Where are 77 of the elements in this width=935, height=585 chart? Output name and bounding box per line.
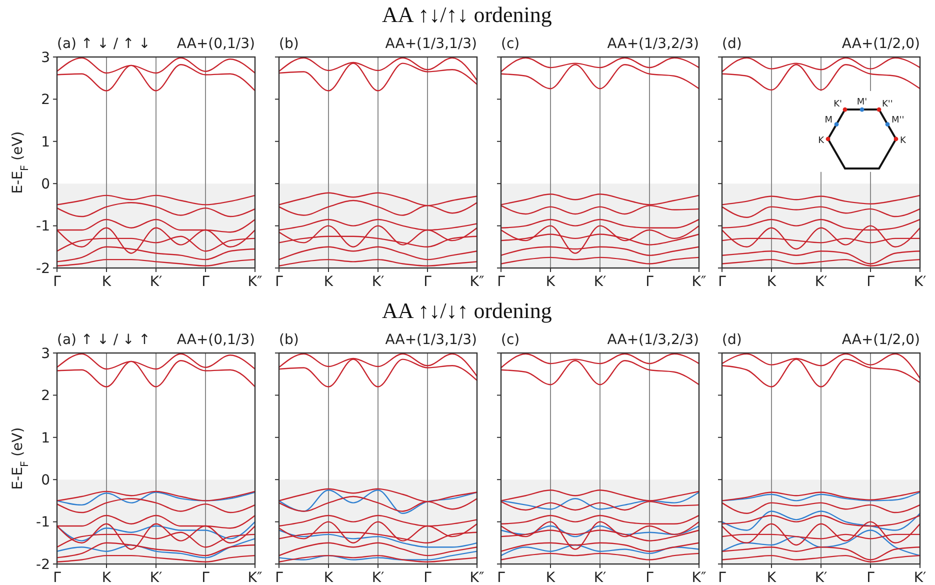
chart-subtitle: AA+(1/2,0) <box>842 332 920 348</box>
x-tick-label: Γ <box>202 570 210 585</box>
x-tick-label: K″ <box>692 274 706 290</box>
annotation: K' <box>834 100 842 110</box>
x-tick-label: Γ <box>53 570 62 585</box>
annotation: K'' <box>882 100 893 110</box>
annotation: M <box>824 115 832 126</box>
chart-title: (c) <box>501 332 520 348</box>
x-tick-label: Γ <box>646 274 654 290</box>
y-tick-label: -1 <box>36 514 50 531</box>
y-tick-label: 1 <box>41 430 50 446</box>
y-tick-label: -2 <box>36 556 50 573</box>
annotation: M' <box>856 98 868 108</box>
y-tick-label: 2 <box>41 388 50 404</box>
y-tick-label: 0 <box>41 472 50 488</box>
x-tick-label: Γ <box>646 570 654 585</box>
x-tick-label: Γ <box>497 570 506 585</box>
x-tick-label: K <box>546 570 556 585</box>
x-tick-label: K′ <box>372 570 384 585</box>
chart-subtitle: AA+(1/3,2/3) <box>607 36 699 52</box>
x-tick-label: K <box>546 274 556 290</box>
x-tick-label: Γ <box>718 274 726 290</box>
x-tick-label: K′ <box>914 274 926 290</box>
x-tick-label: K′ <box>372 274 384 290</box>
chart-title: (b) <box>279 36 299 52</box>
x-tick-label: K″ <box>470 570 484 585</box>
chart-title: (c) <box>501 36 520 52</box>
chart-subtitle: AA+(1/3,2/3) <box>607 332 699 348</box>
x-tick-label: Γ <box>718 570 726 585</box>
x-tick-label: K <box>766 274 777 290</box>
text: AA ↑↓/↓↑ ordening <box>382 298 552 323</box>
x-tick-label: K <box>324 570 334 585</box>
x-tick-label: K′ <box>594 274 606 290</box>
x-tick-label: Γ <box>275 570 284 585</box>
x-tick-label: Γ <box>275 274 284 290</box>
x-tick-label: Γ <box>866 274 875 290</box>
chart-subtitle: AA+(1/3,1/3) <box>385 36 477 52</box>
chart-title: (a) ↑ ↓ / ↑ ↓ <box>57 36 150 52</box>
x-tick-label: K′ <box>914 570 926 585</box>
chart-subtitle: AA+(0,1/3) <box>176 332 255 348</box>
x-tick-label: K″ <box>248 570 262 585</box>
x-tick-label: K <box>102 274 112 290</box>
x-tick-label: K′ <box>594 570 606 585</box>
y-tick-label: 1 <box>41 134 50 150</box>
x-tick-label: Γ <box>424 274 432 290</box>
y-tick-label: 3 <box>41 346 50 362</box>
chart-title: (d) <box>722 332 742 348</box>
x-tick-label: Γ <box>202 274 210 290</box>
annotation: K <box>900 136 907 146</box>
x-tick-label: K″ <box>248 274 262 290</box>
chart-title: (d) <box>722 36 742 52</box>
x-tick-label: Γ <box>497 274 506 290</box>
x-tick-label: K′ <box>150 570 162 585</box>
x-tick-label: K″ <box>470 274 484 290</box>
annotation: M'' <box>892 115 904 126</box>
x-tick-label: K′ <box>814 274 828 290</box>
x-tick-label: K″ <box>692 570 706 585</box>
text: AA ↑↓/↑↓ ordening <box>382 2 552 27</box>
y-tick-label: 3 <box>41 50 50 66</box>
x-tick-label: K′ <box>150 274 162 290</box>
chart-subtitle: AA+(1/2,0) <box>842 36 920 52</box>
x-tick-label: K <box>324 274 334 290</box>
y-tick-label: -1 <box>36 218 50 235</box>
y-tick-label: 0 <box>41 176 50 192</box>
y-tick-label: -2 <box>36 260 50 277</box>
chart-subtitle: AA+(0,1/3) <box>176 36 255 52</box>
x-tick-label: K <box>766 570 777 585</box>
chart-subtitle: AA+(1/3,1/3) <box>385 332 477 348</box>
x-tick-label: K′ <box>814 570 828 585</box>
chart-title: (a) ↑ ↓ / ↓ ↑ <box>57 332 150 348</box>
x-tick-label: Γ <box>424 570 432 585</box>
annotation: K <box>818 136 826 146</box>
x-tick-label: Γ <box>53 274 62 290</box>
x-tick-label: K <box>102 570 112 585</box>
chart-title: (b) <box>279 332 299 348</box>
x-tick-label: Γ <box>866 570 875 585</box>
y-tick-label: 2 <box>41 92 50 108</box>
